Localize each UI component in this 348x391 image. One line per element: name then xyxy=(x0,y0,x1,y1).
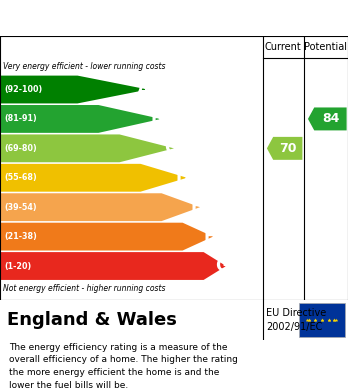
Text: C: C xyxy=(164,139,176,157)
Polygon shape xyxy=(1,75,148,104)
FancyBboxPatch shape xyxy=(299,303,345,337)
Text: (92-100): (92-100) xyxy=(5,85,43,94)
Text: E: E xyxy=(190,198,201,216)
Polygon shape xyxy=(1,164,187,192)
Text: (1-20): (1-20) xyxy=(5,262,32,271)
Text: D: D xyxy=(176,169,190,187)
Text: England & Wales: England & Wales xyxy=(7,311,177,329)
Text: (69-80): (69-80) xyxy=(5,144,38,153)
Text: A: A xyxy=(137,81,150,99)
Polygon shape xyxy=(308,108,347,131)
Text: Very energy efficient - lower running costs: Very energy efficient - lower running co… xyxy=(3,62,166,71)
Text: Potential: Potential xyxy=(304,42,347,52)
Text: 84: 84 xyxy=(322,113,339,126)
Text: EU Directive
2002/91/EC: EU Directive 2002/91/EC xyxy=(266,308,326,332)
Polygon shape xyxy=(1,223,213,251)
Text: Current: Current xyxy=(265,42,302,52)
Text: Energy Efficiency Rating: Energy Efficiency Rating xyxy=(60,9,288,27)
Text: 70: 70 xyxy=(279,142,297,155)
Text: F: F xyxy=(203,228,215,246)
Polygon shape xyxy=(1,105,161,133)
Text: (21-38): (21-38) xyxy=(5,232,38,241)
Text: (81-91): (81-91) xyxy=(5,115,38,124)
Text: B: B xyxy=(150,110,163,128)
Text: (39-54): (39-54) xyxy=(5,203,38,212)
Text: G: G xyxy=(215,257,229,275)
Polygon shape xyxy=(1,135,174,162)
Text: (55-68): (55-68) xyxy=(5,173,38,182)
Polygon shape xyxy=(267,137,302,160)
Polygon shape xyxy=(1,193,200,221)
Text: The energy efficiency rating is a measure of the
overall efficiency of a home. T: The energy efficiency rating is a measur… xyxy=(9,343,238,390)
Polygon shape xyxy=(1,252,226,280)
Text: Not energy efficient - higher running costs: Not energy efficient - higher running co… xyxy=(3,284,166,293)
